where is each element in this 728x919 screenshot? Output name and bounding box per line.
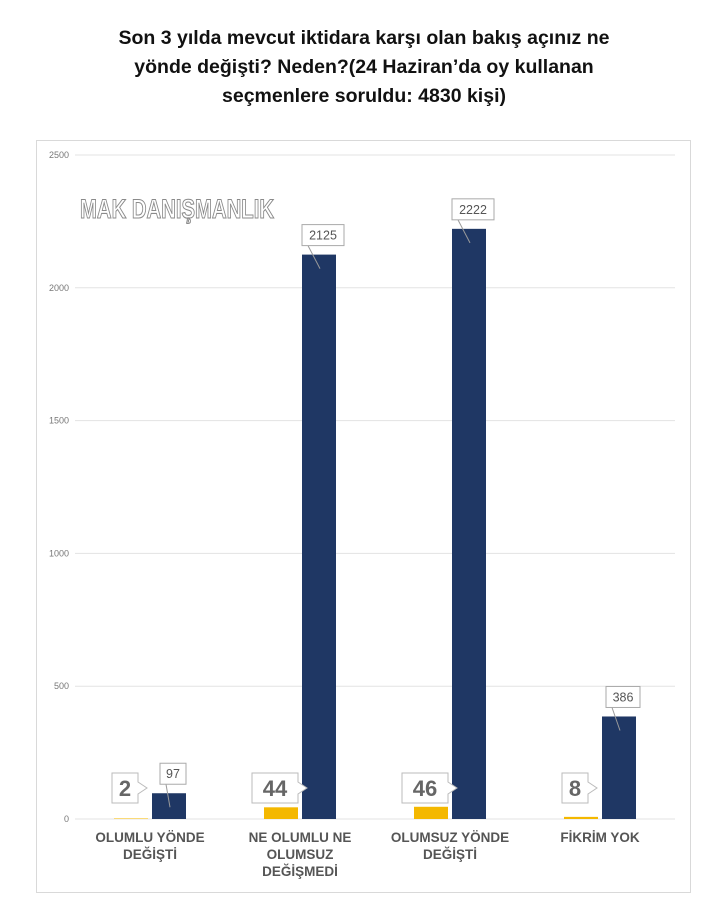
data-label-box-yellow <box>251 772 308 804</box>
data-label-box-yellow <box>111 772 148 804</box>
data-label-box-yellow <box>561 772 598 804</box>
title-line-1: Son 3 yılda mevcut iktidara karşı olan b… <box>118 27 610 49</box>
y-tick-label: 2500 <box>49 150 69 160</box>
data-label-leader <box>307 245 321 269</box>
x-category-label: FİKRİM YOK <box>560 830 640 845</box>
x-category-label: OLUMSUZ <box>267 847 334 862</box>
data-label-yellow: 8 <box>569 776 581 801</box>
bar-yellow <box>414 806 448 819</box>
data-label-yellow: 46 <box>413 776 437 801</box>
y-tick-label: 1000 <box>49 548 69 558</box>
bar-navy <box>152 793 186 819</box>
watermark-text: MAK DANIŞMANLIK <box>80 194 274 224</box>
data-label-box-navy <box>301 224 345 247</box>
x-category-label: OLUMLU YÖNDE <box>95 830 204 845</box>
x-category-label: NE OLUMLU NE <box>249 830 352 845</box>
data-label-navy: 97 <box>166 767 180 781</box>
chart-frame <box>36 140 691 893</box>
chart-title: Son 3 yılda mevcut iktidara karşı olan b… <box>40 24 688 111</box>
data-label-leader <box>457 219 471 244</box>
data-label-navy: 2222 <box>459 203 487 217</box>
y-tick-label: 500 <box>54 681 69 691</box>
x-category-label: DEĞİŞTİ <box>123 847 177 862</box>
bar-yellow <box>264 807 298 819</box>
y-tick-label: 2000 <box>49 283 69 293</box>
y-tick-label: 0 <box>64 814 69 824</box>
data-label-box-navy <box>451 198 495 221</box>
x-category-label: OLUMSUZ YÖNDE <box>391 830 509 845</box>
data-label-yellow: 2 <box>119 776 131 801</box>
data-label-leader <box>165 784 171 808</box>
y-tick-label: 1500 <box>49 416 69 426</box>
data-label-box-navy <box>605 685 641 708</box>
data-label-navy: 386 <box>613 690 634 704</box>
title-line-2: yönde değişti? Neden?(24 Haziran’da oy k… <box>134 56 594 78</box>
title-line-3: seçmenlere soruldu: 4830 kişi) <box>222 85 506 107</box>
bar-navy <box>452 228 486 820</box>
bar-navy <box>602 716 636 819</box>
x-category-label: DEĞİŞTİ <box>423 847 477 862</box>
data-label-yellow: 44 <box>263 776 288 801</box>
bar-navy <box>302 254 336 820</box>
data-label-box-yellow <box>401 772 458 804</box>
data-label-leader <box>611 707 621 731</box>
data-label-box-navy <box>159 762 187 785</box>
x-category-label: DEĞİŞMEDİ <box>262 864 338 879</box>
data-label-navy: 2125 <box>309 229 337 243</box>
bar-yellow <box>564 816 598 819</box>
bar-yellow <box>114 818 148 819</box>
